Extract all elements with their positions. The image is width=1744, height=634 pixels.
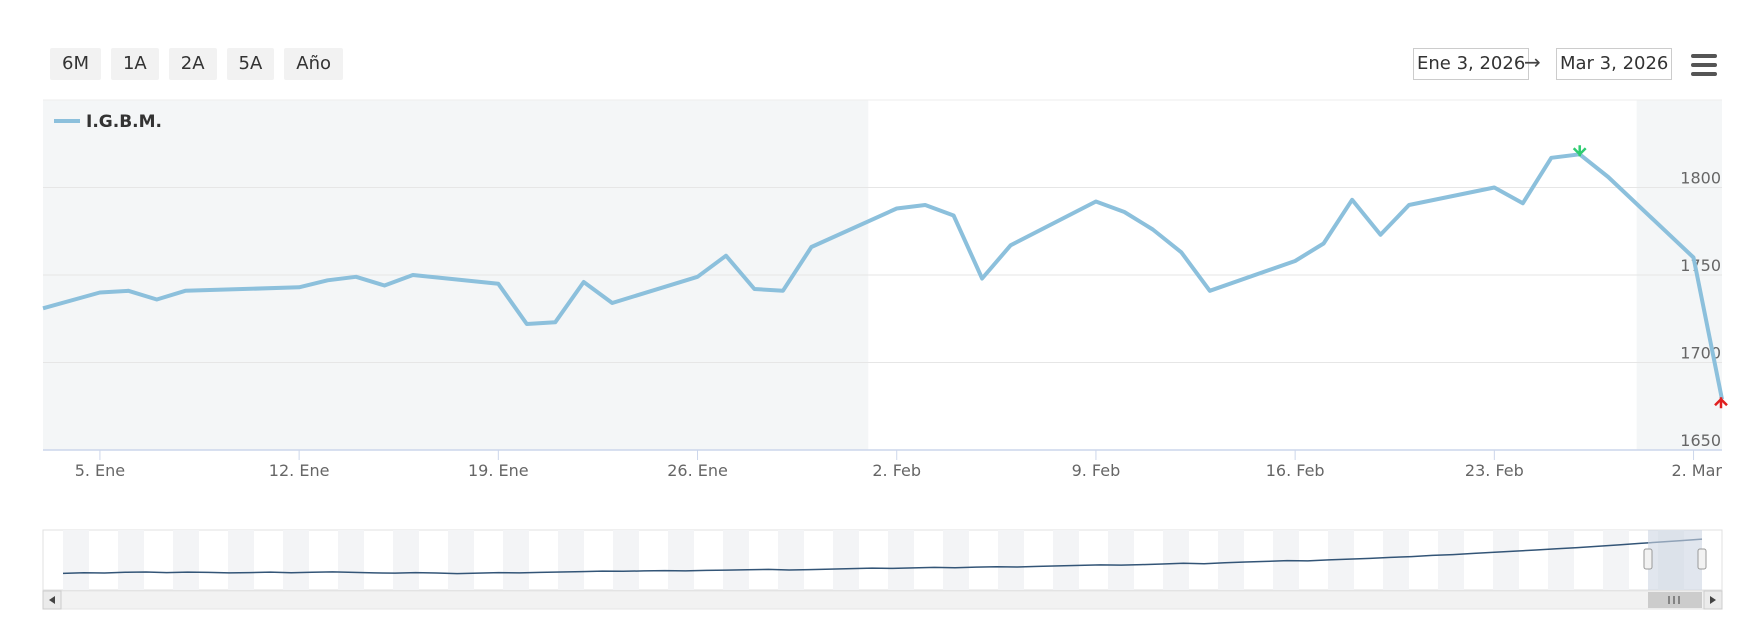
y-tick-label: 1650 bbox=[1680, 431, 1721, 450]
navigator-stripe bbox=[1108, 530, 1134, 590]
x-tick-label: 26. Ene bbox=[667, 461, 728, 480]
x-tick-label: 12. Ene bbox=[269, 461, 330, 480]
navigator-stripe bbox=[888, 530, 914, 590]
navigator-stripe bbox=[1493, 530, 1519, 590]
navigator-stripe bbox=[558, 530, 584, 590]
x-tick-label: 9. Feb bbox=[1072, 461, 1121, 480]
navigator-stripe bbox=[998, 530, 1024, 590]
navigator-stripe bbox=[1053, 530, 1079, 590]
navigator-stripe bbox=[173, 530, 199, 590]
x-axis: 5. Ene 12. Ene 19. Ene 26. Ene 2. Feb 9. Feb 1… bbox=[43, 449, 1722, 480]
scrollbar-track[interactable] bbox=[42, 590, 1723, 610]
navigator-stripe bbox=[943, 530, 969, 590]
navigator[interactable] bbox=[42, 529, 1723, 610]
navigator-stripe bbox=[338, 530, 364, 590]
navigator-stripe bbox=[63, 530, 89, 590]
navigator-stripe bbox=[613, 530, 639, 590]
navigator-stripe bbox=[668, 530, 694, 590]
scrollbar-thumb[interactable] bbox=[1648, 592, 1702, 608]
navigator-stripe bbox=[1383, 530, 1409, 590]
x-tick-label: 5. Ene bbox=[75, 461, 125, 480]
range-button-2a[interactable]: 2A bbox=[168, 48, 217, 80]
navigator-stripe bbox=[778, 530, 804, 590]
range-button-6m[interactable]: 6M bbox=[50, 48, 101, 80]
series-line-0[interactable] bbox=[42, 152, 1724, 400]
navigator-stripe bbox=[448, 530, 474, 590]
navigator-stripe bbox=[118, 530, 144, 590]
extreme-markers bbox=[1572, 145, 1728, 409]
x-tick-label: 2. Mar bbox=[1671, 461, 1722, 480]
hamburger-menu-icon[interactable] bbox=[1691, 54, 1717, 76]
navigator-stripe bbox=[1438, 530, 1464, 590]
navigator-stripe bbox=[1163, 530, 1189, 590]
legend-label: I.G.B.M. bbox=[86, 112, 162, 132]
series-lines bbox=[42, 152, 1724, 400]
range-selector: 6M 1A 2A 5A Año bbox=[50, 48, 344, 80]
grid-lines bbox=[43, 99, 1722, 363]
max-marker-icon bbox=[1572, 145, 1587, 157]
navigator-stripe bbox=[283, 530, 309, 590]
navigator-stripe bbox=[1218, 530, 1244, 590]
y-tick-label: 1750 bbox=[1680, 256, 1721, 275]
range-button-5a[interactable]: 5A bbox=[226, 48, 275, 80]
date-range-arrow: → bbox=[1524, 50, 1541, 74]
left-range-handle[interactable] bbox=[1643, 548, 1653, 570]
navigator-stripe bbox=[723, 530, 749, 590]
navigator-stripe bbox=[503, 530, 529, 590]
navigator-stripe bbox=[228, 530, 254, 590]
range-button-1a[interactable]: 1A bbox=[110, 48, 159, 80]
navigator-stripe bbox=[1603, 530, 1629, 590]
arrow-right-icon[interactable] bbox=[1703, 590, 1723, 610]
arrow-left-icon[interactable] bbox=[42, 590, 62, 610]
x-tick-label: 2. Feb bbox=[872, 461, 921, 480]
navigator-selected-range[interactable] bbox=[1648, 530, 1702, 590]
y-tick-label: 1800 bbox=[1680, 169, 1721, 188]
x-tick-label: 19. Ene bbox=[468, 461, 529, 480]
x-tick-label: 16. Feb bbox=[1266, 461, 1325, 480]
min-marker-icon bbox=[1714, 397, 1728, 409]
right-range-handle[interactable] bbox=[1697, 548, 1707, 570]
navigator-stripe bbox=[1548, 530, 1574, 590]
from-date-input[interactable]: Ene 3, 2026 bbox=[1413, 48, 1530, 80]
navigator-stripe bbox=[833, 530, 859, 590]
to-date-input[interactable]: Mar 3, 2026 bbox=[1556, 48, 1673, 80]
range-button-ytd[interactable]: Año bbox=[284, 48, 344, 80]
grip-icon[interactable] bbox=[1668, 596, 1680, 604]
navigator-stripe bbox=[393, 530, 419, 590]
navigator-series-line bbox=[62, 538, 1703, 575]
legend[interactable]: I.G.B.M. bbox=[54, 112, 162, 132]
x-tick-label: 23. Feb bbox=[1465, 461, 1524, 480]
